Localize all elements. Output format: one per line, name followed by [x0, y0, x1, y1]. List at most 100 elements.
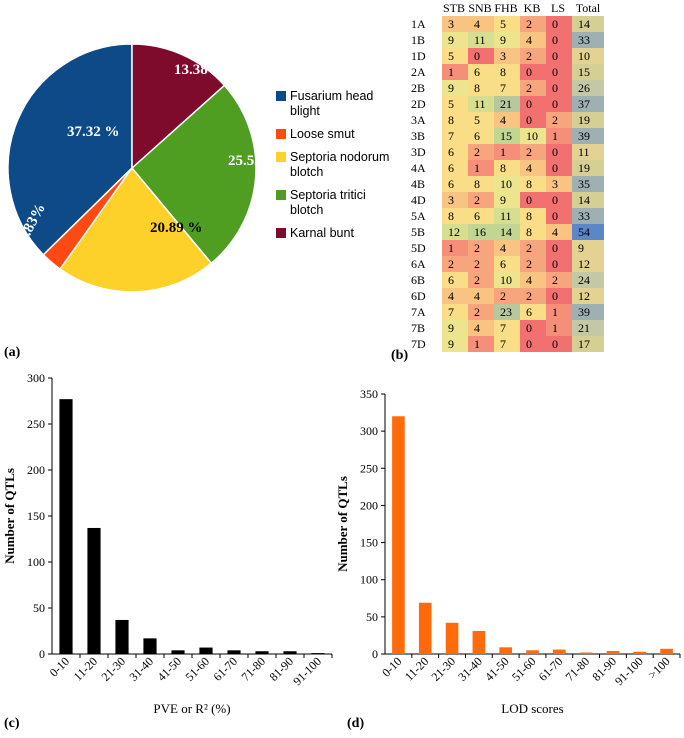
- heatmap-cell-value: 3: [448, 17, 454, 31]
- heatmap-cell-value: 2: [474, 145, 480, 159]
- heatmap-cell: [572, 224, 604, 240]
- heatmap-cell-value: 0: [552, 193, 558, 207]
- heatmap-cell-value: 1: [474, 337, 480, 351]
- heatmap-cell: [572, 208, 604, 224]
- heatmap-cell-value: 6: [448, 161, 454, 175]
- heatmap-cell-value: 1: [448, 241, 454, 255]
- heatmap-cell-value: 0: [552, 209, 558, 223]
- bar: [115, 619, 129, 654]
- heatmap-cell: [494, 112, 520, 128]
- panel-label-d: (d): [347, 716, 364, 731]
- heatmap-row-label: 2D: [411, 97, 426, 111]
- heatmap-cell: [442, 144, 468, 160]
- heatmap-row-label: 4D: [411, 193, 426, 207]
- heatmap-cell: [546, 336, 572, 352]
- heatmap-cell-value: 0: [552, 33, 558, 47]
- heatmap-cell: [520, 112, 546, 128]
- x-tick-label: 41-50: [154, 654, 184, 684]
- heatmap-cell-value: 16: [474, 225, 486, 239]
- y-axis-title: Number of QTLs: [335, 476, 350, 572]
- heatmap-cell-value: 0: [552, 97, 558, 111]
- heatmap-cell: [494, 48, 520, 64]
- heatmap-cell: [520, 16, 546, 32]
- heatmap-row-label: 3A: [411, 113, 426, 127]
- heatmap-cell-value: 0: [474, 49, 480, 63]
- x-tick-label: 31-40: [126, 654, 156, 684]
- legend-label: blotch: [290, 203, 323, 217]
- heatmap-cell: [572, 112, 604, 128]
- heatmap-cell-value: 1: [448, 65, 454, 79]
- panel-label-c: (c): [4, 716, 20, 731]
- heatmap-cell-value: 37: [578, 97, 590, 111]
- heatmap-cell-value: 11: [474, 33, 486, 47]
- heatmap-cell: [468, 240, 494, 256]
- heatmap-cell: [468, 176, 494, 192]
- heatmap-cell-value: 0: [552, 337, 558, 351]
- heatmap-cell-value: 0: [552, 241, 558, 255]
- heatmap-cell: [494, 64, 520, 80]
- pve-bar-chart: 0 50 100 150 200 250 300 0-1011-2021-3031-4041-…: [2, 371, 333, 716]
- heatmap-cell-value: 1: [474, 161, 480, 175]
- heatmap-cell-value: 35: [578, 177, 590, 191]
- heatmap-cell: [546, 112, 572, 128]
- heatmap-cell-value: 2: [552, 113, 558, 127]
- heatmap-cell: [546, 160, 572, 176]
- heatmap-cell: [546, 176, 572, 192]
- heatmap-cell-value: 5: [500, 17, 506, 31]
- heatmap-cell-value: 2: [448, 257, 454, 271]
- heatmap-cell-value: 33: [578, 209, 590, 223]
- heatmap-row-label: 6D: [411, 289, 426, 303]
- heatmap-cell-value: 4: [448, 289, 454, 303]
- heatmap-cell: [442, 80, 468, 96]
- heatmap-cell-value: 10: [500, 177, 512, 191]
- heatmap-cell: [520, 176, 546, 192]
- heatmap-cell: [572, 176, 604, 192]
- heatmap-cell-value: 6: [448, 177, 454, 191]
- heatmap-cell-value: 0: [552, 17, 558, 31]
- heatmap-cell-value: 7: [448, 305, 454, 319]
- heatmap-cell-value: 12: [448, 225, 460, 239]
- heatmap-cell-value: 5: [448, 49, 454, 63]
- heatmap-cell: [468, 288, 494, 304]
- heatmap-cell-value: 4: [552, 225, 558, 239]
- heatmap-cell-value: 1: [552, 305, 558, 319]
- heatmap-cell: [546, 80, 572, 96]
- y-tick-label: 0: [372, 647, 378, 661]
- heatmap-row-label: 3B: [411, 129, 425, 143]
- lod-bar-chart: 0 50 100 150 200 250 300 350 0-1011-2021-3031-40…: [335, 387, 681, 716]
- heatmap-column-header: LS: [551, 1, 565, 15]
- heatmap-cell: [468, 48, 494, 64]
- bar: [633, 651, 647, 654]
- heatmap-cell-value: 6: [474, 129, 480, 143]
- bar: [199, 647, 213, 654]
- heatmap-cell: [520, 288, 546, 304]
- heatmap-cell-value: 2: [474, 257, 480, 271]
- heatmap-cell-value: 7: [500, 81, 506, 95]
- heatmap-cell: [546, 128, 572, 144]
- bar: [283, 651, 297, 654]
- legend-label: Karnal bunt: [290, 226, 354, 240]
- heatmap-cell: [468, 128, 494, 144]
- heatmap-cell-value: 15: [500, 129, 512, 143]
- heatmap-cell-value: 0: [552, 81, 558, 95]
- legend-swatch: [276, 129, 286, 139]
- legend-label: blotch: [290, 165, 323, 179]
- heatmap-column-header: FHB: [494, 1, 517, 15]
- x-tick-label: 0-10: [379, 654, 404, 679]
- heatmap-cell-value: 8: [448, 113, 454, 127]
- y-tick-label: 250: [27, 417, 45, 431]
- heatmap-cell: [520, 80, 546, 96]
- heatmap-cell: [520, 96, 546, 112]
- pie-value-label: 25.55 %: [228, 153, 281, 169]
- heatmap-cell-value: 12: [578, 289, 590, 303]
- heatmap-cell: [494, 304, 520, 320]
- heatmap-column-header: KB: [524, 1, 541, 15]
- x-tick-label: 41-50: [482, 654, 512, 684]
- heatmap-cell: [468, 224, 494, 240]
- heatmap-cell: [468, 16, 494, 32]
- x-tick-label: 0-10: [47, 654, 72, 679]
- heatmap-cell-value: 11: [500, 209, 512, 223]
- heatmap-cell: [520, 128, 546, 144]
- x-tick-label: 71-80: [238, 654, 268, 684]
- heatmap-cell: [546, 48, 572, 64]
